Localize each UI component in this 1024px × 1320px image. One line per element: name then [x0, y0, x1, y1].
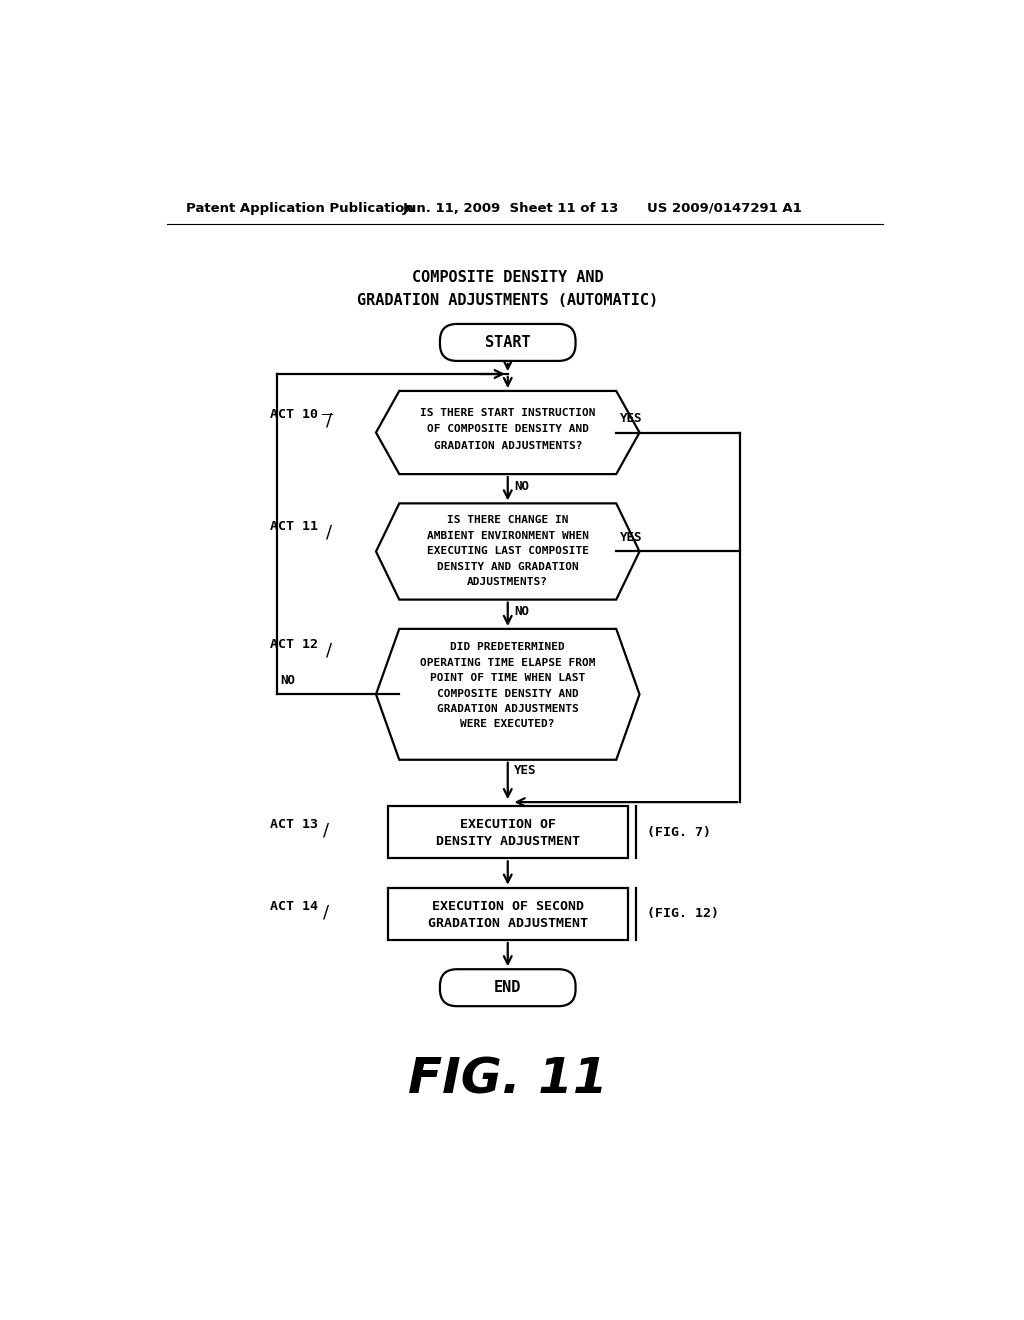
FancyBboxPatch shape	[440, 323, 575, 360]
Text: START: START	[485, 335, 530, 350]
Polygon shape	[376, 391, 640, 474]
Bar	[388, 887, 628, 940]
Text: COMPOSITE DENSITY AND: COMPOSITE DENSITY AND	[437, 689, 579, 698]
Text: OF COMPOSITE DENSITY AND: OF COMPOSITE DENSITY AND	[427, 425, 589, 434]
Text: NO: NO	[281, 673, 296, 686]
Text: POINT OF TIME WHEN LAST: POINT OF TIME WHEN LAST	[430, 673, 586, 684]
Bar	[388, 807, 628, 858]
Polygon shape	[376, 503, 640, 599]
Text: DID PREDETERMINED: DID PREDETERMINED	[451, 643, 565, 652]
Text: /: /	[326, 524, 332, 541]
Text: GRADATION ADJUSTMENTS: GRADATION ADJUSTMENTS	[437, 704, 579, 714]
Text: GRADATION ADJUSTMENTS (AUTOMATIC): GRADATION ADJUSTMENTS (AUTOMATIC)	[357, 293, 658, 309]
Text: ACT 13: ACT 13	[270, 818, 317, 832]
Text: Jun. 11, 2009  Sheet 11 of 13: Jun. 11, 2009 Sheet 11 of 13	[403, 202, 620, 215]
Text: YES: YES	[621, 412, 643, 425]
Text: COMPOSITE DENSITY AND: COMPOSITE DENSITY AND	[412, 271, 603, 285]
Text: IS THERE START INSTRUCTION: IS THERE START INSTRUCTION	[420, 408, 596, 417]
Text: DENSITY ADJUSTMENT: DENSITY ADJUSTMENT	[436, 834, 580, 847]
Text: AMBIENT ENVIRONMENT WHEN: AMBIENT ENVIRONMENT WHEN	[427, 531, 589, 541]
Text: US 2009/0147291 A1: US 2009/0147291 A1	[647, 202, 802, 215]
Text: /: /	[324, 821, 330, 840]
Polygon shape	[376, 628, 640, 760]
Text: NO: NO	[514, 479, 529, 492]
Text: ACT 10: ACT 10	[270, 408, 317, 421]
Text: GRADATION ADJUSTMENTS?: GRADATION ADJUSTMENTS?	[433, 441, 582, 451]
Text: END: END	[494, 981, 521, 995]
Text: /: /	[326, 412, 332, 429]
Text: WERE EXECUTED?: WERE EXECUTED?	[461, 719, 555, 730]
Text: DENSITY AND GRADATION: DENSITY AND GRADATION	[437, 561, 579, 572]
Text: (FIG. 7): (FIG. 7)	[647, 825, 712, 838]
Text: FIG. 11: FIG. 11	[408, 1055, 607, 1104]
Text: YES: YES	[514, 764, 537, 776]
Text: OPERATING TIME ELAPSE FROM: OPERATING TIME ELAPSE FROM	[420, 657, 596, 668]
FancyBboxPatch shape	[440, 969, 575, 1006]
Text: ACT 12: ACT 12	[270, 638, 317, 651]
Text: (FIG. 12): (FIG. 12)	[647, 907, 719, 920]
Text: YES: YES	[621, 531, 643, 544]
Text: EXECUTING LAST COMPOSITE: EXECUTING LAST COMPOSITE	[427, 546, 589, 556]
Text: NO: NO	[514, 605, 529, 618]
Text: ACT 14: ACT 14	[270, 899, 317, 912]
Text: IS THERE CHANGE IN: IS THERE CHANGE IN	[447, 515, 568, 525]
Text: GRADATION ADJUSTMENT: GRADATION ADJUSTMENT	[428, 916, 588, 929]
Text: —: —	[321, 408, 333, 421]
Text: Patent Application Publication: Patent Application Publication	[186, 202, 414, 215]
Text: /: /	[326, 642, 332, 660]
Text: EXECUTION OF: EXECUTION OF	[460, 818, 556, 832]
Text: ADJUSTMENTS?: ADJUSTMENTS?	[467, 577, 548, 587]
Text: EXECUTION OF SECOND: EXECUTION OF SECOND	[432, 899, 584, 912]
Text: ACT 11: ACT 11	[270, 520, 317, 533]
Text: /: /	[324, 903, 330, 921]
